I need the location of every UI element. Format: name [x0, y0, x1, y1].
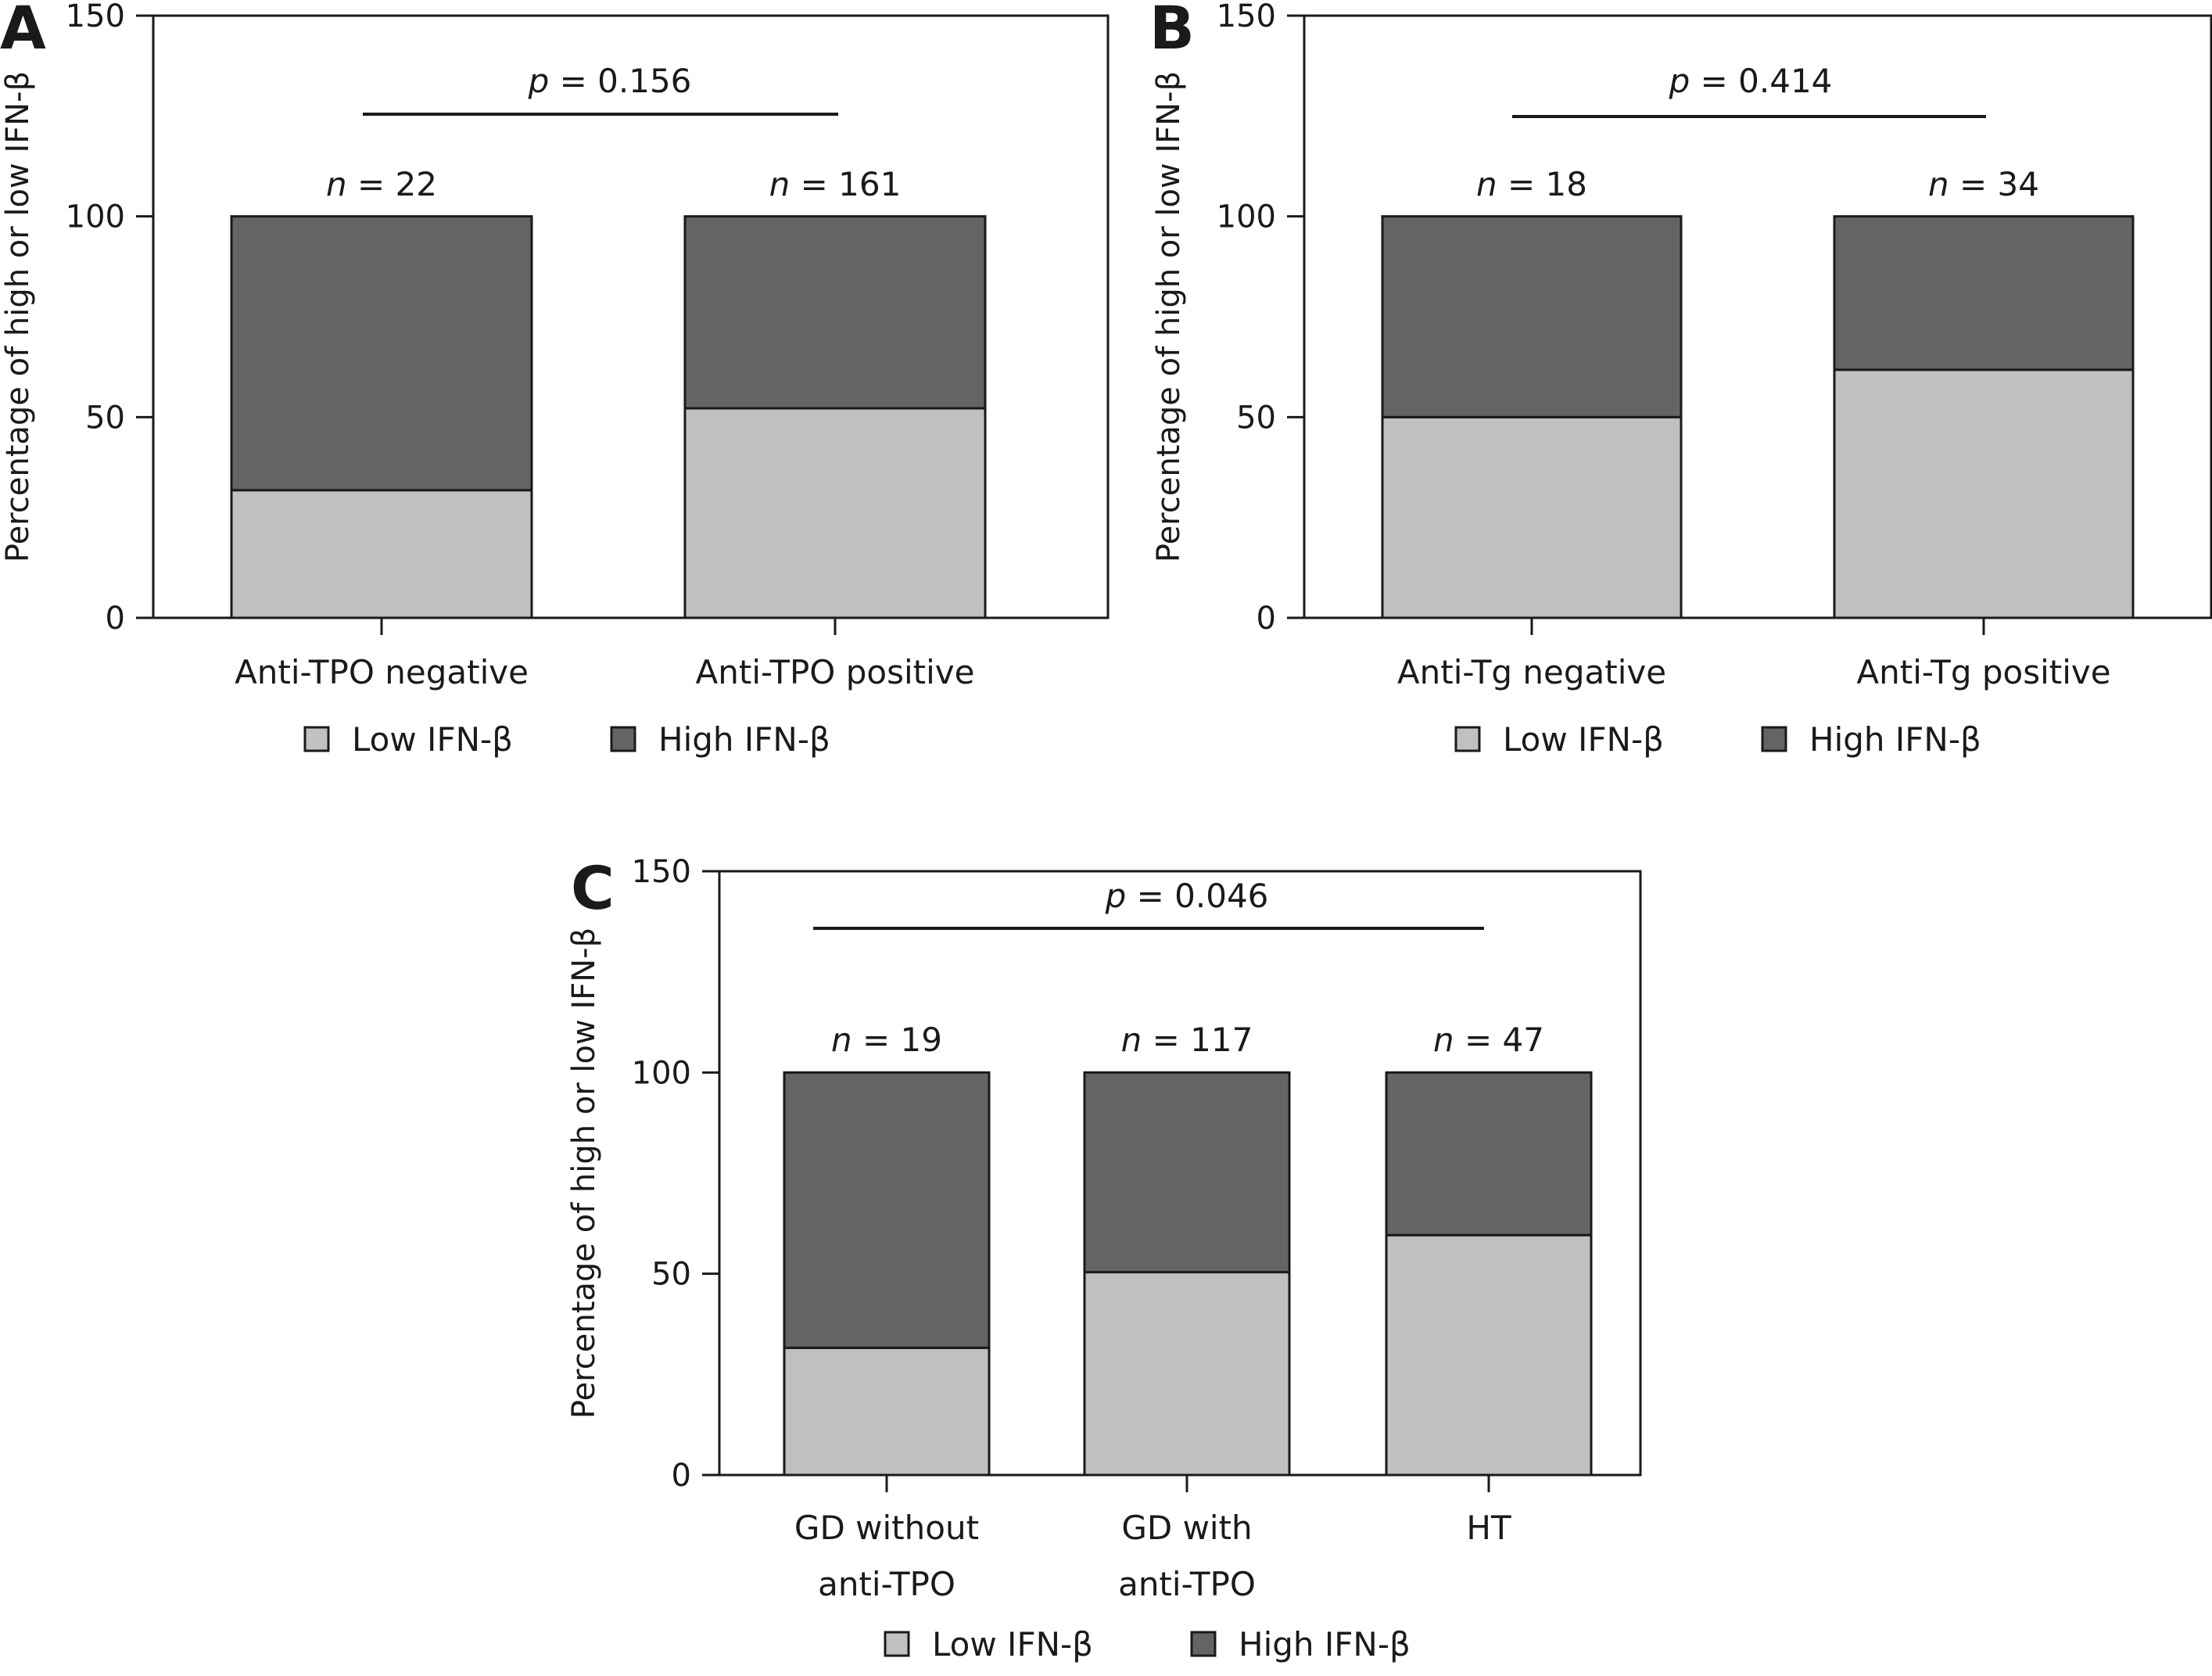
bar-high-0: [1381, 215, 1683, 418]
n-label: n = 19: [831, 1021, 942, 1059]
y-tick-label: 150: [1217, 0, 1276, 34]
bar-low-1: [1083, 1271, 1291, 1477]
x-tick-label: Anti-Tg negative: [1397, 653, 1666, 691]
legend-swatch-low: [884, 1631, 910, 1657]
x-tick-label: Anti-TPO negative: [235, 653, 529, 691]
legend-label: Low IFN-β: [352, 720, 513, 759]
n-label: n = 22: [326, 165, 437, 203]
bar-high-0: [783, 1071, 991, 1349]
p-value-label: p = 0.156: [528, 62, 692, 100]
y-tick-label: 100: [1217, 199, 1276, 235]
legend-label: High IFN-β: [1809, 720, 1981, 759]
n-label: n = 34: [1928, 165, 2039, 203]
legend-swatch-low: [1454, 726, 1481, 752]
legend-swatch-high: [1761, 726, 1787, 752]
y-tick-label: 100: [632, 1055, 691, 1091]
y-axis-label: Percentage of high or low IFN-β: [1151, 71, 1187, 562]
chart-panel-c: C 0 50 100 150 Percentage of high or low IFN-…: [566, 853, 1642, 1663]
y-tick-label: 50: [1236, 400, 1276, 436]
panel-letter: B: [1149, 0, 1195, 63]
y-tick-label: 150: [632, 854, 691, 890]
y-axis-label: Percentage of high or low IFN-β: [0, 71, 36, 562]
bar-high-2: [1385, 1071, 1593, 1236]
x-tick-label: GD without: [794, 1509, 979, 1547]
legend-swatch-high: [610, 726, 636, 752]
plot-frame: [718, 870, 1642, 1477]
bar-high-1: [1083, 1071, 1291, 1274]
legend-label: Low IFN-β: [1503, 720, 1664, 759]
bar-high-0: [230, 215, 533, 492]
y-tick-label: 150: [66, 0, 125, 34]
n-label: n = 18: [1476, 165, 1587, 203]
y-tick-label: 0: [106, 601, 125, 637]
legend-swatch-high: [1190, 1631, 1217, 1657]
x-tick-label: anti-TPO: [1118, 1565, 1256, 1603]
panel-letter: C: [571, 853, 615, 923]
bar-low-1: [1833, 368, 2135, 619]
plot-frame: [152, 14, 1110, 619]
p-value-label: p = 0.414: [1669, 62, 1833, 100]
legend-label: Low IFN-β: [932, 1625, 1093, 1663]
legend-label: High IFN-β: [658, 720, 830, 759]
y-tick-label: 0: [1257, 601, 1276, 637]
bar-low-0: [230, 489, 533, 619]
y-tick-label: 0: [672, 1458, 691, 1494]
chart-panel-a: A 0 50 100 150 Percentage of high or low IFN-…: [0, 0, 1110, 759]
n-label: n = 117: [1121, 1021, 1253, 1059]
n-label: n = 161: [769, 165, 902, 203]
y-axis-label: Percentage of high or low IFN-β: [566, 928, 602, 1419]
x-tick-label: anti-TPO: [818, 1565, 955, 1603]
x-tick-label: Anti-TPO positive: [696, 653, 975, 691]
legend-swatch-low: [303, 726, 330, 752]
bar-low-2: [1385, 1233, 1593, 1477]
x-tick-label: GD with: [1121, 1509, 1252, 1547]
p-value-label: p = 0.046: [1105, 877, 1269, 915]
y-tick-label: 50: [85, 400, 125, 436]
plot-frame: [1303, 14, 2212, 619]
x-tick-label: Anti-Tg positive: [1856, 653, 2110, 691]
panel-letter: A: [0, 0, 46, 63]
bar-low-0: [1381, 415, 1683, 619]
chart-panel-b: B 0 50 100 150 Percentage of high or low IFN-…: [1149, 0, 2212, 759]
y-tick-label: 100: [66, 199, 125, 235]
bar-low-1: [683, 407, 987, 619]
x-tick-label: HT: [1466, 1509, 1511, 1547]
y-tick-label: 50: [651, 1257, 691, 1293]
bar-high-1: [1833, 215, 2135, 371]
legend-label: High IFN-β: [1239, 1625, 1411, 1663]
bar-high-1: [683, 215, 987, 410]
bar-low-0: [783, 1346, 991, 1477]
n-label: n = 47: [1433, 1021, 1544, 1059]
